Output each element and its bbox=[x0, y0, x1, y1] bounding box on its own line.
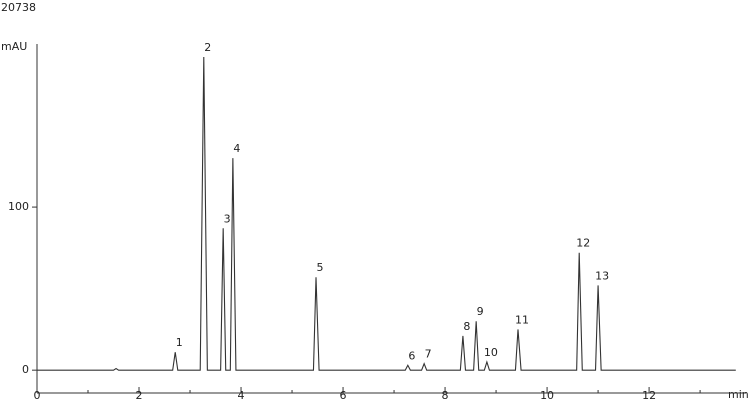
peak-label: 11 bbox=[515, 313, 529, 326]
y-tick-label: 100 bbox=[8, 200, 29, 213]
peak-label: 7 bbox=[425, 348, 432, 361]
x-tick-label: 12 bbox=[642, 389, 656, 401]
y-axis-label: mAU bbox=[1, 40, 27, 53]
peak-label: 4 bbox=[233, 142, 240, 155]
peak-label: 6 bbox=[408, 349, 415, 362]
x-tick-label: 4 bbox=[238, 389, 245, 401]
peak-label: 1 bbox=[176, 336, 183, 349]
header: 20738 bbox=[1, 1, 36, 14]
y-tick-label: 0 bbox=[22, 363, 29, 376]
peak-label: 9 bbox=[477, 305, 484, 318]
x-tick-label: 8 bbox=[442, 389, 449, 401]
peak-label: 13 bbox=[595, 269, 609, 282]
x-axis-label: min bbox=[728, 388, 749, 401]
x-tick-label: 10 bbox=[540, 389, 554, 401]
x-tick-label: 6 bbox=[340, 389, 347, 401]
trace bbox=[37, 57, 736, 371]
peak-label: 5 bbox=[317, 261, 324, 274]
x-tick-label: 2 bbox=[136, 389, 143, 401]
peak-label: 10 bbox=[484, 346, 498, 359]
peak-label: 12 bbox=[576, 237, 590, 250]
x-tick-label: 0 bbox=[34, 389, 41, 401]
peak-label: 3 bbox=[224, 212, 231, 225]
peak-label: 2 bbox=[204, 41, 211, 54]
peak-label: 8 bbox=[463, 320, 470, 333]
